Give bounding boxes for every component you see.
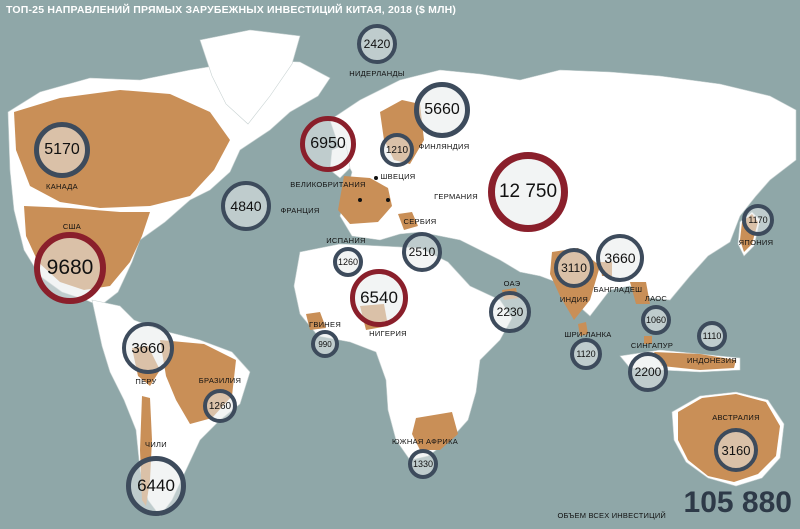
bubble-value-laos: 1060	[645, 315, 667, 325]
country-label-south-africa: ЮЖНАЯ АФРИКА	[391, 437, 459, 446]
country-label-australia: АВСТРАЛИЯ	[712, 413, 760, 422]
bubble-value-germany: 12 750	[498, 181, 558, 202]
bubble-value-chile: 6440	[137, 476, 175, 495]
country-label-uk: ВЕЛИКОБРИТАНИЯ	[290, 180, 366, 189]
region-laos	[630, 282, 650, 304]
country-label-brazil: БРАЗИЛИЯ	[198, 376, 242, 385]
bubble-value-india: 3110	[561, 261, 587, 275]
bubble-value-spain: 1260	[337, 257, 359, 267]
bubble-value-uae: 2230	[496, 305, 524, 319]
bubble-germany: 12 750	[488, 152, 568, 232]
total-value: 105 880	[683, 486, 792, 519]
bubble-sweden: 1210	[380, 133, 414, 167]
bubble-guinea: 990	[311, 330, 339, 358]
country-label-canada: КАНАДА	[46, 182, 78, 191]
bubble-value-bangladesh: 3660	[604, 250, 636, 266]
bubble-brazil: 1260	[203, 389, 237, 423]
region-sri-lanka	[578, 322, 588, 336]
bubble-nigeria: 6540	[350, 269, 408, 327]
bubble-sri-lanka: 1120	[570, 338, 602, 370]
country-label-peru: ПЕРУ	[135, 377, 157, 386]
bubble-value-usa: 9680	[46, 256, 94, 279]
bubble-bangladesh: 3660	[596, 234, 644, 282]
country-label-germany: ГЕРМАНИЯ	[434, 192, 478, 201]
bubble-value-australia: 3160	[721, 442, 751, 458]
country-label-france: ФРАНЦИЯ	[280, 206, 320, 215]
bubble-canada: 5170	[34, 122, 90, 178]
bubble-netherlands: 2420	[357, 24, 397, 64]
bubble-finland: 5660	[414, 82, 470, 138]
bubble-france: 4840	[221, 181, 271, 231]
bubble-value-france: 4840	[230, 198, 262, 214]
country-label-india: ИНДИЯ	[559, 295, 589, 304]
country-label-usa: США	[62, 222, 82, 231]
country-label-nigeria: НИГЕРИЯ	[369, 329, 407, 338]
bubble-spain: 1260	[333, 247, 363, 277]
country-label-netherlands: НИДЕРЛАНДЫ	[349, 69, 405, 78]
landmass-africa	[293, 243, 513, 461]
region-indonesia	[654, 352, 736, 370]
bubble-value-sri-lanka: 1120	[576, 349, 596, 359]
bubble-value-nigeria: 6540	[360, 288, 398, 307]
country-label-serbia: СЕРБИЯ	[403, 217, 437, 226]
country-label-indonesia: ИНДОНЕЗИЯ	[686, 356, 738, 365]
bubble-value-netherlands: 2420	[363, 37, 391, 51]
bubble-value-uk: 6950	[310, 135, 346, 152]
bubble-value-brazil: 1260	[208, 400, 232, 412]
bubble-australia: 3160	[714, 428, 758, 472]
region-serbia	[398, 212, 418, 230]
bubble-chile: 6440	[126, 456, 186, 516]
bubble-india: 3110	[554, 248, 594, 288]
bubble-peru: 3660	[122, 322, 174, 374]
bubble-value-serbia: 2510	[408, 245, 436, 259]
bubble-uae: 2230	[489, 291, 531, 333]
region-guinea	[306, 312, 326, 330]
landmass-greenland	[199, 29, 301, 125]
region-germany-france-spain	[338, 176, 392, 224]
region-singapore	[644, 336, 652, 344]
bubble-value-indonesia: 1110	[702, 331, 722, 341]
bubble-value-guinea: 990	[318, 339, 332, 349]
location-dot	[374, 176, 378, 180]
bubble-indonesia: 1110	[697, 321, 727, 351]
country-label-sri-lanka: ШРИ-ЛАНКА	[564, 330, 612, 339]
bubble-value-canada: 5170	[44, 141, 80, 158]
country-label-uae: ОАЭ	[503, 279, 521, 288]
bubble-uk: 6950	[300, 116, 356, 172]
region-south-africa	[412, 412, 458, 450]
country-label-bangladesh: БАНГЛАДЕШ	[593, 285, 643, 294]
bubble-usa: 9680	[34, 232, 106, 304]
bubble-singapore: 2200	[628, 352, 668, 392]
bubble-value-peru: 3660	[131, 339, 165, 357]
region-canada	[14, 90, 230, 208]
country-label-spain: ИСПАНИЯ	[326, 236, 366, 245]
bubble-value-south-africa: 1330	[412, 459, 434, 469]
bubble-south-africa: 1330	[408, 449, 438, 479]
country-label-chile: ЧИЛИ	[145, 440, 167, 449]
location-dot	[386, 198, 390, 202]
total-label: ОБЪЕМ ВСЕХ ИНВЕСТИЦИЙ	[557, 511, 666, 520]
bubble-value-sweden: 1210	[385, 144, 409, 156]
country-label-guinea: ГВИНЕЯ	[308, 320, 342, 329]
bubble-laos: 1060	[641, 305, 671, 335]
country-label-singapore: СИНГАПУР	[630, 341, 674, 350]
bubble-value-singapore: 2200	[634, 365, 662, 379]
bubble-value-finland: 5660	[424, 101, 460, 118]
country-label-finland: ФИНЛЯНДИЯ	[418, 142, 470, 151]
bubble-serbia: 2510	[402, 232, 442, 272]
map-title: ТОП-25 НАПРАВЛЕНИЙ ПРЯМЫХ ЗАРУБЕЖНЫХ ИНВ…	[6, 4, 457, 16]
country-label-sweden: ШВЕЦИЯ	[380, 172, 416, 181]
country-label-japan: ЯПОНИЯ	[738, 238, 774, 247]
bubble-value-japan: 1170	[748, 215, 768, 225]
bubble-japan: 1170	[742, 204, 774, 236]
location-dot	[358, 198, 362, 202]
country-label-laos: ЛАОС	[644, 294, 668, 303]
